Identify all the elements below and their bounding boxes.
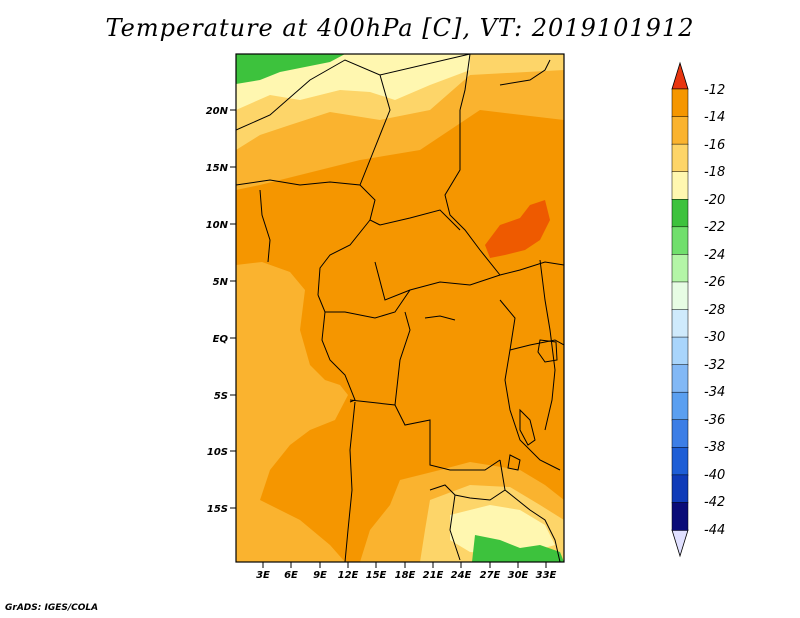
colorbar-swatch [671,226,689,256]
colorbar-label: -16 [704,138,725,153]
colorbar-swatch [671,199,689,228]
border-line [444,110,501,276]
colorbar-label: -32 [704,358,725,373]
border-line [236,179,381,226]
border-line [379,209,461,231]
lat-label: EQ [213,334,229,345]
colorbar-swatch [671,309,689,338]
field-light-orange-west [236,262,348,562]
border-line [504,489,561,562]
lon-label: 18E [395,570,416,581]
colorbar-swatch [671,502,689,531]
country-borders [236,54,564,562]
field-red-orange-core [485,200,550,258]
colorbar-top-arrow [671,61,689,90]
colorbar-label: -38 [704,440,725,455]
colorbar-swatch [671,116,689,145]
colorbar-label: -42 [704,495,725,510]
lon-label: 27E [480,570,501,581]
lon-label: 6E [284,570,298,581]
colorbar-swatch [671,419,689,449]
field-green-south [472,535,564,562]
colorbar-label: -28 [704,303,725,318]
border-line [499,299,561,471]
lat-label: 5N [213,277,229,288]
lake-outline [424,315,456,321]
colorbar-swatch [671,254,689,283]
border-line [259,189,271,263]
colorbar-segments [671,88,689,531]
lon-label: 15E [366,570,387,581]
colorbar: -12 -14 -16 -18 -20 -22 -24 -26 -28 -30 … [671,61,725,558]
border-line [499,59,551,86]
colorbar-swatch [671,474,689,504]
border-line [374,261,564,301]
lake-outline [537,339,558,363]
longitude-axis: 3E 6E 9E 12E 15E 18E 21E 24E 27E 30E 33E [256,562,557,581]
lat-label: 15N [206,163,229,174]
colorbar-label: -22 [704,220,725,235]
colorbar-swatch [671,88,689,118]
colorbar-label: -14 [704,110,725,125]
colorbar-swatch [671,364,689,393]
border-line [344,401,356,562]
colorbar-swatch [671,281,689,311]
grads-credit: GrADS: IGES/COLA [5,603,99,613]
border-line [459,54,471,111]
lake-outline [507,454,521,471]
colorbar-label: -34 [704,385,725,400]
lon-label: 33E [536,570,557,581]
lon-label: 3E [256,570,270,581]
border-line [317,289,411,319]
lat-label: 10S [207,447,228,458]
field-green-northwest [236,54,345,84]
colorbar-label: -36 [704,413,725,428]
border-line [317,219,371,296]
lat-label: 5S [214,391,228,402]
lon-label: 24E [451,570,472,581]
colorbar-label: -26 [704,275,725,290]
colorbar-label: -40 [704,468,725,483]
colorbar-label: -18 [704,165,725,180]
colorbar-swatch [671,391,689,421]
latitude-axis: 20N 15N 10N 5N EQ 5S 10S 15S [206,106,236,515]
border-line [394,311,411,406]
colorbar-swatch [671,143,689,173]
border-line [539,259,556,431]
lon-label: 30E [508,570,529,581]
colorbar-label: -44 [704,523,725,538]
lake-outline [519,408,536,446]
border-line [236,59,391,186]
colorbar-swatch [671,447,689,476]
border-line [509,339,564,351]
lon-label: 9E [313,570,327,581]
colorbar-swatch [671,171,689,200]
lon-label: 21E [423,570,444,581]
colorbar-label: -30 [704,330,725,345]
colorbar-swatch [671,336,689,366]
lat-label: 20N [206,106,229,117]
lon-label: 12E [338,570,359,581]
colorbar-label: -20 [704,193,725,208]
border-line [379,54,471,76]
lat-label: 10N [206,220,229,231]
border-line [449,494,461,561]
colorbar-bottom-arrow [671,529,689,558]
map-frame [235,53,565,563]
map-title: Temperature at 400hPa [C], VT: 201910191… [105,14,695,42]
colorbar-label: -12 [704,83,725,98]
temperature-field [236,54,564,562]
border-line [349,399,501,471]
lat-label: 15S [207,504,228,515]
colorbar-label: -24 [704,248,725,263]
